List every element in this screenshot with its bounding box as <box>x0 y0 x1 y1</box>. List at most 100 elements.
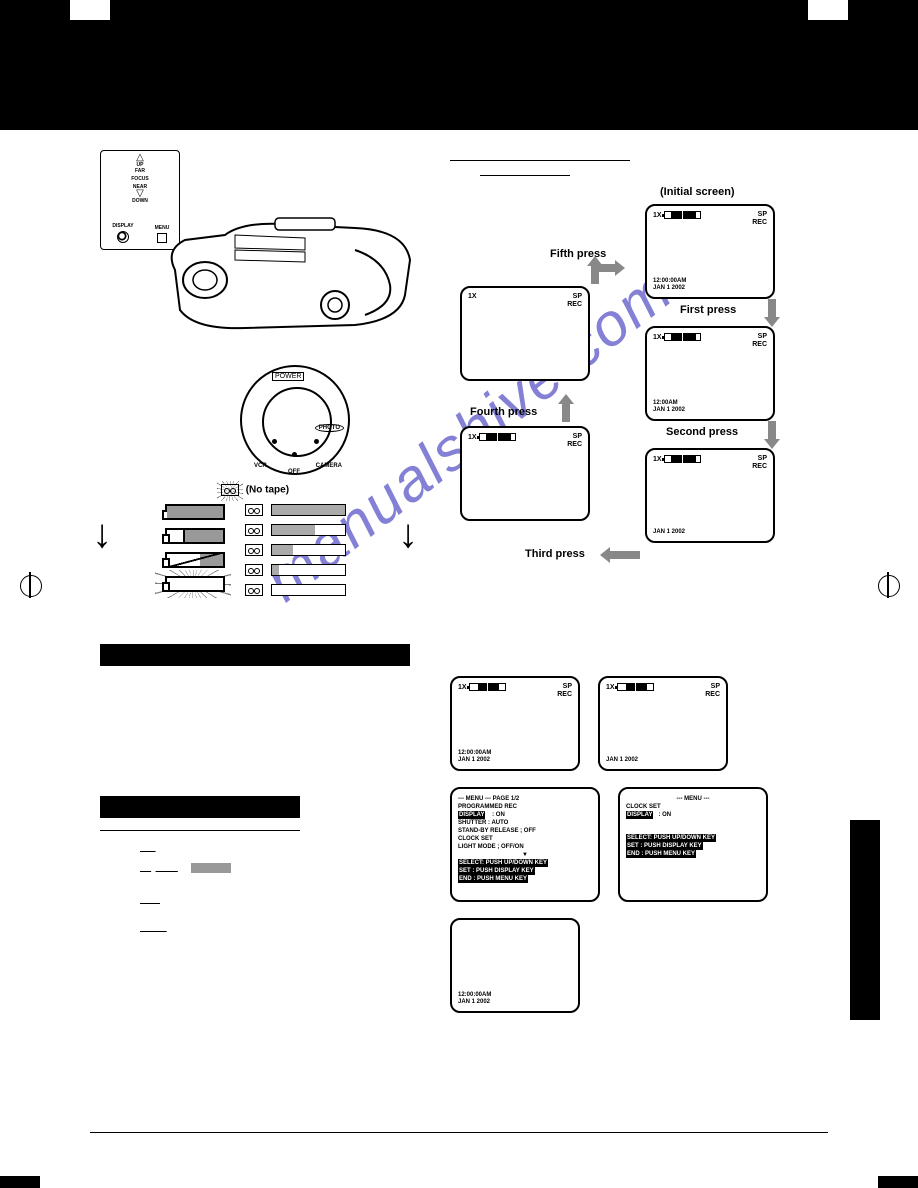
rec-label: REC <box>752 463 767 470</box>
battery-icon <box>664 333 682 341</box>
tape-10-icon <box>271 564 346 576</box>
steps-text <box>100 830 410 935</box>
display-button: DISPLAY <box>105 223 141 243</box>
tape-icon <box>636 683 654 691</box>
power-label: POWER <box>272 372 304 381</box>
lcd-second-press: 1X SPREC JAN 1 2002 <box>645 448 775 543</box>
lcd-final-row: 12:00:00AMJAN 1 2002 <box>450 918 828 1013</box>
menu-item: SHUTTER : AUTO <box>458 819 592 827</box>
focus-label: FOCUS <box>101 176 179 182</box>
sp-label: SP <box>573 433 582 440</box>
highlight-box-icon <box>191 863 231 873</box>
second-press-label: Second press <box>666 426 738 438</box>
arrow-down-icon: ↓ <box>92 514 112 554</box>
lcd-final: 12:00:00AMJAN 1 2002 <box>450 918 580 1013</box>
arrow-up-icon <box>562 404 570 422</box>
tape-icon <box>683 333 701 341</box>
menu-hint: END : PUSH MENU KEY <box>458 875 528 883</box>
rec-label: REC <box>567 441 582 448</box>
menu-hint: SET : PUSH DISPLAY KEY <box>458 867 535 875</box>
menu-title: --- MENU --- PAGE 1/2 <box>458 795 592 803</box>
section-bar-2 <box>100 796 300 818</box>
camera-body-sketch <box>155 210 415 340</box>
rec-label: REC <box>557 691 572 698</box>
tape-30-icon <box>271 544 346 556</box>
menu-hint: SELECT: PUSH UP/DOWN KEY <box>626 834 716 842</box>
date-value: JAN 1 2002 <box>653 285 685 291</box>
no-tape-label: (No tape) <box>246 485 289 496</box>
rec-label: REC <box>705 691 720 698</box>
tape-empty-icon <box>271 584 346 596</box>
sp-label: SP <box>758 455 767 462</box>
battery-low-icon <box>165 552 225 568</box>
lcd-result-date: 1X SPREC JAN 1 2002 <box>598 676 728 771</box>
menu-item: STAND-BY RELEASE ; OFF <box>458 827 592 835</box>
menu-arrow-icon: ▼ <box>458 851 592 859</box>
menu-title: --- MENU --- <box>626 795 760 803</box>
menu-item: CLOCK SET <box>626 803 760 811</box>
page-content: △ UP FAR FOCUS NEAR ▽ DOWN DISPLAY MENU <box>0 130 918 1023</box>
battery-icon <box>664 455 682 463</box>
battery-icon <box>664 211 682 219</box>
up-arrow-icon: △ <box>101 154 179 162</box>
menu-hint: END : PUSH MENU KEY <box>626 850 696 858</box>
far-label: FAR <box>101 168 179 174</box>
date-value: JAN 1 2002 <box>653 529 685 535</box>
tape-60-icon <box>271 524 346 536</box>
lcd-cycle-diagram: (Initial screen) 1X SPREC 12:00:00AMJAN … <box>450 186 830 656</box>
tape-icon <box>683 455 701 463</box>
time-value: 12:00:00AM <box>458 750 491 756</box>
cassette-icon <box>245 544 263 556</box>
battery-full-icon <box>165 504 225 520</box>
arrow-down-icon <box>768 421 776 439</box>
date-value: JAN 1 2002 <box>458 757 490 763</box>
battery-icon <box>469 683 487 691</box>
rec-label: REC <box>567 301 582 308</box>
cassette-icon <box>245 584 263 596</box>
display-button-icon <box>117 231 129 243</box>
indicator-area: (No tape) ↓ ↓ <box>100 484 410 634</box>
arrow-down-icon <box>768 299 776 317</box>
sp-label: SP <box>573 293 582 300</box>
fourth-press-label: Fourth press <box>470 406 537 418</box>
sp-label: SP <box>758 333 767 340</box>
menu-lcd-vcr: --- MENU --- CLOCK SET DISPLAY : ON SELE… <box>618 787 768 902</box>
lcd-initial: 1X SPREC 12:00:00AMJAN 1 2002 <box>645 204 775 299</box>
lcd-result-time: 1X SPREC 12:00:00AMJAN 1 2002 <box>450 676 580 771</box>
initial-screen-label: (Initial screen) <box>660 186 735 198</box>
down-label: DOWN <box>101 198 179 204</box>
tape-icon <box>683 211 701 219</box>
battery-indicators <box>165 504 225 596</box>
battery-icon <box>617 683 635 691</box>
top-black-bar <box>0 0 918 130</box>
tape-full-icon <box>271 504 346 516</box>
battery-two-thirds-icon <box>165 528 225 544</box>
battery-empty-icon <box>165 576 225 592</box>
first-press-label: First press <box>680 304 736 316</box>
menu-hint: SELECT: PUSH UP/DOWN KEY <box>458 859 548 867</box>
zoom-value: 1X <box>468 434 477 441</box>
time-value: 12:00:00AM <box>653 278 686 284</box>
vcr-label: VCR <box>254 463 267 469</box>
sp-label: SP <box>711 683 720 690</box>
date-value: JAN 1 2002 <box>653 407 685 413</box>
arrow-down-icon: ↓ <box>398 514 418 554</box>
menu-value: : ON <box>658 812 671 818</box>
cassette-icon <box>245 524 263 536</box>
menu-value: : ON <box>492 812 505 818</box>
rec-label: REC <box>752 219 767 226</box>
menu-item-highlight: DISPLAY <box>458 811 485 819</box>
zoom-value: 1X <box>458 684 467 691</box>
rec-label: REC <box>752 341 767 348</box>
column-right: (Initial screen) 1X SPREC 12:00:00AMJAN … <box>430 130 918 1023</box>
lcd-row-result: 1X SPREC 12:00:00AMJAN 1 2002 1X SPREC J… <box>450 676 828 771</box>
cassette-icon <box>245 564 263 576</box>
menu-item-highlight: DISPLAY <box>626 811 653 819</box>
cassette-icon <box>221 484 239 496</box>
date-value: JAN 1 2002 <box>458 999 490 1005</box>
third-press-label: Third press <box>525 548 585 560</box>
zoom-value: 1X <box>653 212 662 219</box>
photo-label: PHOTO <box>315 424 344 432</box>
lcd-first-press: 1X SPREC 12:00AMJAN 1 2002 <box>645 326 775 421</box>
zoom-value: 1X <box>606 684 615 691</box>
